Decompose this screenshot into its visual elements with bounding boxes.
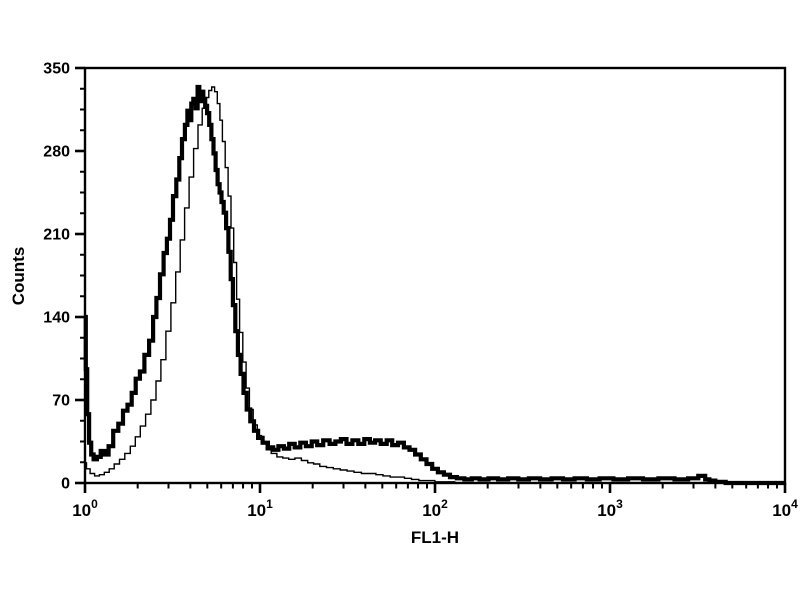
y-axis-tick-label: 0 [61, 476, 70, 493]
x-axis-title: FL1-H [411, 528, 459, 547]
x-axis-tick-label: 100 [72, 497, 98, 520]
x-axis-tick-label: 102 [422, 497, 448, 520]
y-axis-title: Counts [9, 247, 28, 306]
y-axis-tick-label: 140 [43, 310, 70, 327]
y-axis-tick-label: 280 [43, 144, 70, 161]
y-axis-tick-label: 350 [43, 61, 70, 78]
x-axis-tick-label: 101 [247, 497, 273, 520]
thin-trace [85, 86, 785, 484]
bold-trace [83, 84, 785, 486]
x-axis-tick-label: 104 [772, 497, 798, 520]
plot-frame [83, 66, 787, 485]
y-axis-tick-label: 210 [43, 227, 70, 244]
y-axis-tick-label: 70 [52, 393, 70, 410]
x-axis-tick-label: 103 [597, 497, 623, 520]
